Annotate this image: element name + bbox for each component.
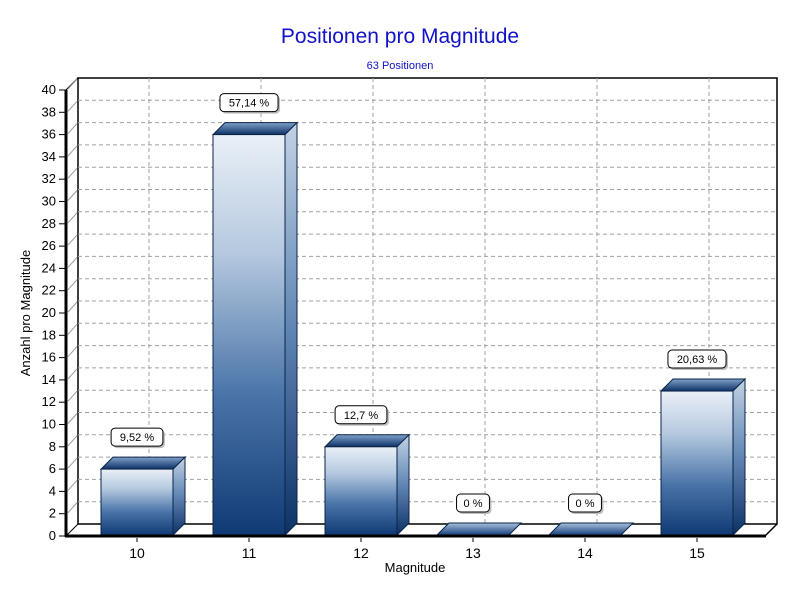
y-tick-label: 26 bbox=[42, 238, 56, 253]
y-tick-label: 30 bbox=[42, 194, 56, 209]
y-tick-depth-connector bbox=[67, 190, 78, 201]
y-tick-depth-connector bbox=[67, 257, 78, 268]
chart-title: Positionen pro Magnitude bbox=[280, 25, 520, 48]
bar-value-callout: 0 % bbox=[568, 493, 604, 514]
y-tick-depth-connector bbox=[67, 100, 78, 112]
bar-value-callouts: 9,52 % 57,14 % 12,7 % 0 % 0 % 20,63 % bbox=[110, 93, 729, 514]
bottom-left-depth-edge bbox=[65, 523, 79, 537]
y-tick-depth-connector bbox=[67, 480, 78, 491]
chart-subtitle: 63 Positionen bbox=[366, 60, 434, 72]
bars bbox=[99, 121, 747, 537]
y-tick-depth-connector bbox=[67, 234, 78, 246]
y-tick-depth-connector bbox=[67, 123, 78, 134]
bar-zero-face bbox=[547, 522, 635, 536]
y-tick-label: 2 bbox=[49, 506, 56, 521]
y-tick-label: 6 bbox=[49, 461, 56, 476]
bar-value-callout: 57,14 % bbox=[219, 93, 281, 114]
bar-13 bbox=[435, 522, 523, 536]
bar-value-callout: 0 % bbox=[456, 493, 492, 514]
bar-front-face bbox=[100, 468, 174, 536]
y-tick-depth-connector bbox=[67, 346, 78, 357]
y-tick-label: 22 bbox=[42, 283, 56, 298]
y-tick-depth-connector bbox=[67, 457, 78, 469]
bar-side-face bbox=[284, 121, 298, 537]
y-tick-label: 20 bbox=[42, 305, 56, 320]
x-axis-title: Magnitude bbox=[385, 560, 446, 575]
bar-top-face bbox=[323, 434, 411, 448]
x-tick-label: 10 bbox=[129, 545, 145, 561]
y-tick-label: 32 bbox=[42, 171, 56, 186]
y-tick-label: 10 bbox=[42, 417, 56, 432]
x-tick-label: 11 bbox=[242, 545, 257, 561]
bar-value-callout: 9,52 % bbox=[110, 427, 165, 449]
y-tick-label: 8 bbox=[49, 439, 56, 454]
bar-14 bbox=[547, 522, 635, 536]
x-tick-label: 14 bbox=[577, 545, 593, 561]
bar-value-label: 57,14 % bbox=[229, 98, 270, 110]
x-tick-label: 12 bbox=[353, 545, 369, 561]
bar-front-face bbox=[660, 390, 734, 536]
x-tick-label: 15 bbox=[689, 545, 705, 561]
bar-side-face bbox=[396, 433, 410, 537]
y-tick-label: 24 bbox=[42, 260, 56, 275]
y-tick-label: 40 bbox=[42, 82, 56, 97]
y-tick-label: 34 bbox=[42, 149, 56, 164]
y-tick-label: 14 bbox=[42, 372, 56, 387]
callout-box bbox=[110, 427, 164, 447]
y-tick-label: 38 bbox=[42, 104, 56, 119]
y-tick-depth-connector bbox=[67, 279, 78, 291]
bar-value-label: 20,63 % bbox=[677, 354, 718, 366]
y-tick-label: 16 bbox=[42, 350, 56, 365]
y-axis: 0246810121416182022242628303234363840Anz… bbox=[18, 78, 78, 543]
y-tick-depth-connector bbox=[67, 301, 78, 313]
bar-value-label: 9,52 % bbox=[120, 432, 154, 444]
bar-front-face bbox=[212, 134, 286, 536]
callout-box bbox=[667, 349, 727, 369]
y-tick-depth-connector bbox=[67, 167, 78, 179]
y-tick-label: 28 bbox=[42, 216, 56, 231]
bar-12 bbox=[323, 433, 411, 537]
y-tick-depth-connector bbox=[67, 390, 78, 402]
bar-value-label: 12,7 % bbox=[344, 410, 378, 422]
y-tick-label: 0 bbox=[49, 528, 56, 543]
x-tick-label: 13 bbox=[465, 545, 481, 561]
y-tick-depth-connector bbox=[67, 212, 78, 224]
y-tick-depth-connector bbox=[67, 323, 78, 335]
y-tick-depth-connector bbox=[67, 145, 78, 157]
bar-top-face bbox=[211, 122, 299, 136]
y-tick-label: 18 bbox=[42, 327, 56, 342]
y-tick-label: 12 bbox=[42, 394, 56, 409]
y-tick-depth-connector bbox=[67, 78, 78, 90]
y-axis-title: Anzahl pro Magnitude bbox=[18, 250, 33, 376]
bar-10 bbox=[99, 455, 187, 537]
y-tick-depth-connector bbox=[67, 435, 78, 447]
bar-top-face bbox=[99, 456, 187, 470]
callout-box bbox=[456, 493, 490, 513]
y-tick-label: 4 bbox=[49, 483, 56, 498]
callout-box bbox=[334, 405, 388, 425]
y-tick-label: 36 bbox=[42, 127, 56, 142]
bar-zero-face bbox=[435, 522, 523, 536]
bar-front-face bbox=[324, 446, 398, 536]
x-axis: 10 11 12 13 14 15 Magnitude bbox=[129, 538, 705, 575]
y-tick-depth-connector bbox=[67, 413, 78, 424]
bar-11 bbox=[211, 121, 299, 537]
bar-value-label: 0 % bbox=[464, 498, 483, 510]
bar-value-label: 0 % bbox=[576, 498, 595, 510]
bar-side-face bbox=[732, 377, 746, 537]
bottom-right-depth-edge bbox=[764, 523, 778, 537]
bar-top-face bbox=[659, 378, 747, 392]
bar-value-callout: 20,63 % bbox=[667, 349, 729, 371]
bar-15 bbox=[659, 377, 747, 537]
bar-value-callout: 12,7 % bbox=[334, 405, 389, 426]
y-tick-depth-connector bbox=[67, 368, 78, 380]
y-tick-depth-connector bbox=[67, 502, 78, 514]
callout-box bbox=[568, 493, 602, 513]
callout-box bbox=[219, 93, 279, 113]
bar-side-face bbox=[172, 455, 186, 537]
